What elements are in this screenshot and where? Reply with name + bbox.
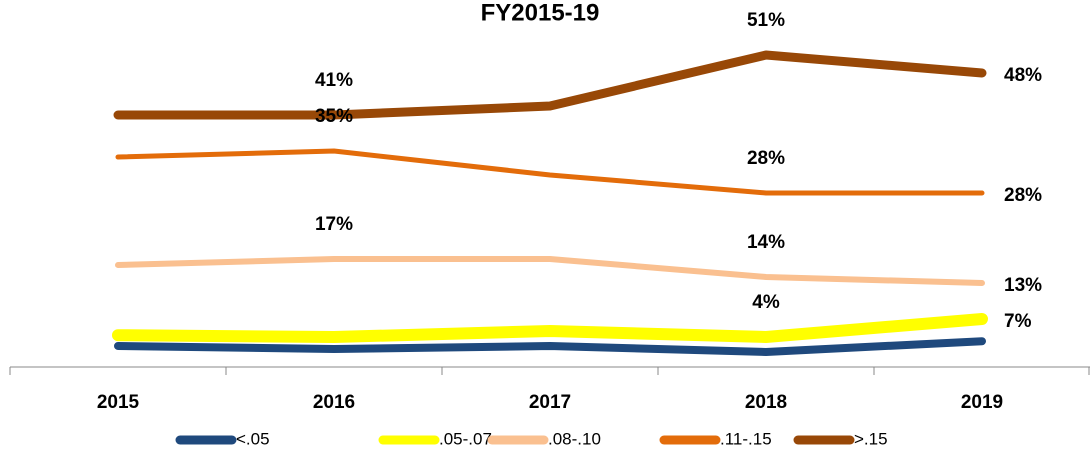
chart-title: FY2015-19 (481, 0, 600, 26)
data-label: 41% (315, 70, 353, 91)
data-label: 7% (1004, 311, 1032, 332)
data-label: 13% (1004, 275, 1042, 296)
legend-label: .08-.10 (548, 429, 601, 448)
x-tick-label: 2015 (97, 392, 140, 413)
legend-label: <.05 (236, 429, 270, 448)
x-tick-label: 2018 (745, 392, 787, 413)
x-tick-label: 2016 (313, 392, 355, 413)
series-line (112, 313, 988, 343)
series-line (114, 337, 986, 356)
data-label: 17% (315, 214, 353, 235)
data-label: 14% (747, 232, 785, 253)
series-line (115, 256, 985, 286)
legend-label: >.15 (854, 429, 888, 448)
series-line (115, 148, 985, 196)
legend-label: .11-.15 (720, 429, 772, 448)
x-tick-label: 2017 (529, 392, 571, 413)
data-label: 51% (747, 10, 785, 31)
x-tick-label: 2019 (961, 392, 1003, 413)
data-label: 4% (752, 292, 780, 313)
legend-label: .05-.07 (439, 429, 492, 448)
data-label: 28% (747, 148, 785, 169)
data-label: 35% (315, 106, 353, 127)
data-label: 48% (1004, 65, 1042, 86)
series-line (113, 50, 987, 120)
data-label: 28% (1004, 185, 1042, 206)
